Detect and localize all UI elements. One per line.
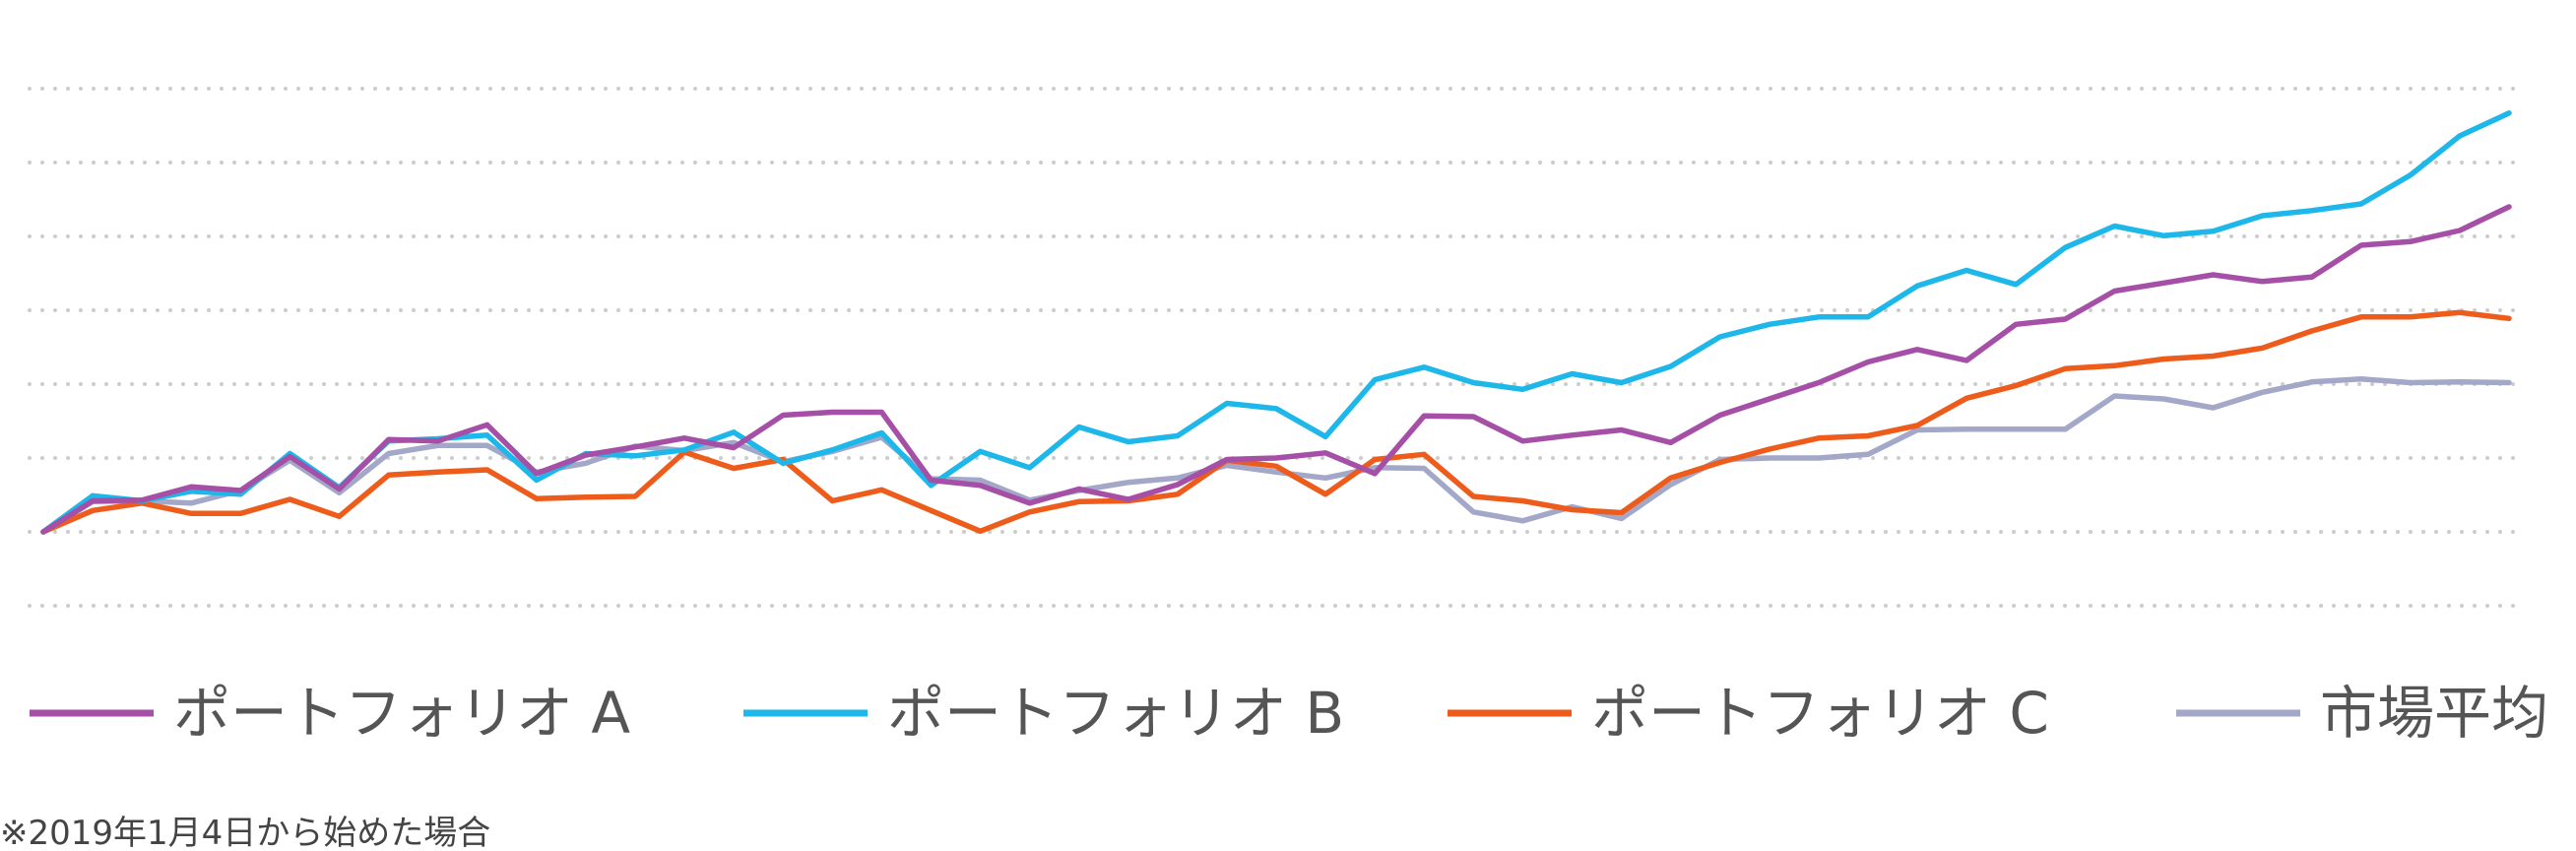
legend-label-4: 市場平均 [2320,680,2548,747]
series-line-1 [40,204,2512,535]
series-lines [40,110,2512,535]
series-line-3 [40,309,2512,535]
footnote: ※2019年1月4日から始めた場合 [0,814,490,851]
legend-label-2: ポートフォリオ B [887,680,1344,747]
grid-lines [28,87,2523,608]
legend-label-1: ポートフォリオ A [173,680,630,747]
legend: ポートフォリオ A ポートフォリオ B ポートフォリオ C 市場平均 [30,680,2548,747]
legend-label-3: ポートフォリオ C [1591,680,2049,747]
series-line-4 [40,376,2512,535]
